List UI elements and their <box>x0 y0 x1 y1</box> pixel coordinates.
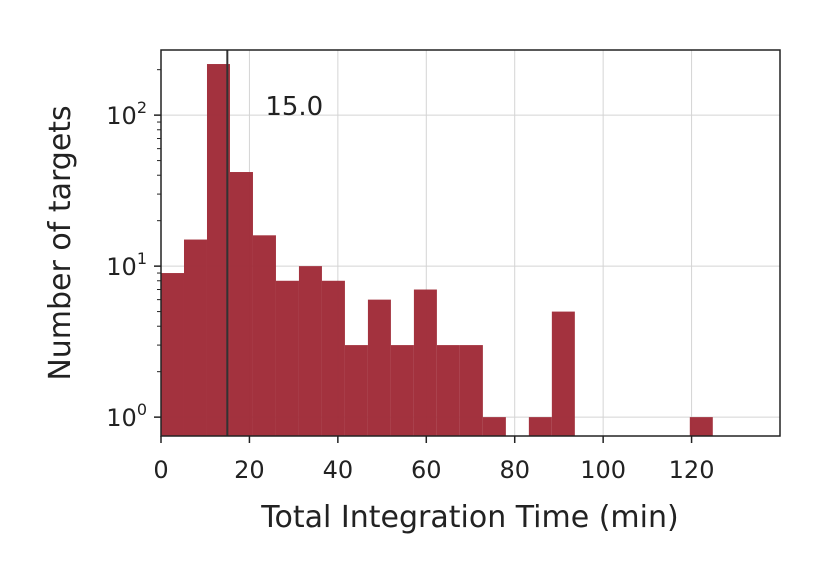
x-tick-label: 40 <box>323 456 354 484</box>
histogram-bar <box>413 289 437 436</box>
histogram-bar <box>321 280 345 436</box>
x-axis-ticks: 0 20 40 60 80 100 120 <box>153 436 714 484</box>
median-marker-label: 15.0 <box>265 92 323 122</box>
plot-frame <box>160 49 781 437</box>
y-tick-label: 102 <box>106 98 147 130</box>
y-tick-label: 101 <box>106 249 147 281</box>
histogram-bar <box>436 345 460 436</box>
plot-border <box>160 49 781 437</box>
histogram-bar <box>161 273 184 436</box>
y-axis-ticks: 100 101 102 <box>106 69 161 432</box>
x-tick-label: 100 <box>580 456 626 484</box>
histogram-bar <box>206 64 230 437</box>
grid <box>160 50 780 436</box>
x-tick-label: 120 <box>669 456 715 484</box>
histogram-bar <box>482 417 506 436</box>
histogram-bar <box>367 299 391 436</box>
histogram-bar <box>183 239 207 436</box>
x-tick-label: 0 <box>153 456 168 484</box>
histogram-bar <box>551 311 575 436</box>
x-tick-label: 60 <box>411 456 442 484</box>
y-tick-label: 100 <box>106 400 147 432</box>
x-axis-label: Total Integration Time (min) <box>260 500 678 535</box>
histogram-bars <box>161 64 713 437</box>
x-tick-label: 20 <box>234 456 265 484</box>
histogram-bar <box>344 345 368 436</box>
histogram-bar <box>689 417 713 436</box>
histogram-bar <box>252 235 276 436</box>
histogram-bar <box>528 417 552 436</box>
histogram-bar <box>229 172 253 436</box>
histogram-bar <box>275 280 299 436</box>
y-axis-label: Number of targets <box>43 105 78 380</box>
histogram-bar <box>459 345 483 436</box>
histogram-bar <box>298 266 322 436</box>
x-tick-label: 80 <box>499 456 530 484</box>
histogram-bar <box>390 345 414 436</box>
